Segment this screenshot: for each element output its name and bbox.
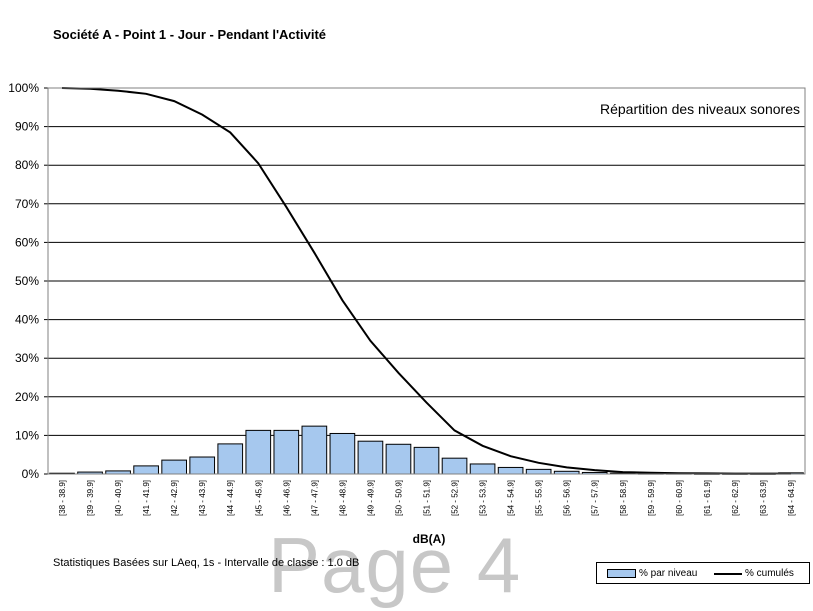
legend-item-bars: % par niveau	[607, 568, 697, 579]
x-tick-label: [47 - 47.9]	[310, 480, 319, 516]
chart-title: Société A - Point 1 - Jour - Pendant l'A…	[53, 27, 326, 42]
y-tick-label: 30%	[15, 351, 39, 365]
x-tick-label: [58 - 58.9]	[619, 480, 628, 516]
x-tick-label: [51 - 51.9]	[423, 480, 432, 516]
y-tick-label: 0%	[22, 467, 40, 481]
bar	[525, 468, 552, 475]
bar	[301, 425, 328, 475]
x-tick-label: [45 - 45.9]	[254, 480, 263, 516]
grid-lines	[44, 87, 805, 475]
x-tick-label: [60 - 60.9]	[675, 480, 684, 516]
x-tick-label: [49 - 49.9]	[366, 480, 375, 516]
bar	[413, 446, 440, 475]
x-tick-label: [59 - 59.9]	[647, 480, 656, 516]
bar	[329, 432, 356, 475]
y-tick-label: 50%	[15, 274, 39, 288]
x-tick-label: [53 - 53.9]	[479, 480, 488, 516]
legend-label-line: % cumulés	[745, 568, 794, 579]
x-tick-label: [40 - 40.9]	[114, 480, 123, 516]
x-tick-label: [64 - 64.9]	[787, 480, 796, 516]
x-tick-label: [63 - 63.9]	[759, 480, 768, 516]
cumulative-line	[61, 87, 791, 475]
x-tick-label: [43 - 43.9]	[198, 480, 207, 516]
cumulative-series-line	[61, 87, 791, 475]
x-tick-label: [48 - 48.9]	[338, 480, 347, 516]
bar	[441, 457, 468, 475]
bar	[273, 429, 300, 475]
y-tick-label: 20%	[15, 390, 39, 404]
x-tick-labels: [38 - 38.9] [39 - 39.9] [40 - 40.9] [41 - 4…	[58, 480, 796, 516]
bar	[357, 440, 384, 475]
x-tick-label: [57 - 57.9]	[591, 480, 600, 516]
x-axis-label: dB(A)	[413, 532, 446, 546]
y-tick-labels: 0% 10% 20% 30% 40% 50% 60% 70% 80% 90% 100%	[8, 81, 39, 481]
y-tick-label: 60%	[15, 235, 39, 249]
x-tick-label: [62 - 62.9]	[731, 480, 740, 516]
y-tick-label: 70%	[15, 197, 39, 211]
legend: % par niveau % cumulés	[596, 562, 810, 584]
bar	[161, 459, 188, 475]
x-tick-label: [56 - 56.9]	[563, 480, 572, 516]
x-tick-label: [44 - 44.9]	[226, 480, 235, 516]
y-tick-label: 100%	[8, 81, 39, 95]
bar	[385, 443, 412, 475]
x-tick-label: [61 - 61.9]	[703, 480, 712, 516]
y-tick-label: 90%	[15, 120, 39, 134]
x-tick-label: [46 - 46.9]	[282, 480, 291, 516]
x-tick-label: [52 - 52.9]	[451, 480, 460, 516]
plot-border	[47, 87, 806, 475]
x-tick-label: [54 - 54.9]	[507, 480, 516, 516]
x-tick-label: [50 - 50.9]	[395, 480, 404, 516]
bar	[189, 456, 216, 475]
legend-label-bars: % par niveau	[639, 568, 698, 579]
footnote: Statistiques Basées sur LAeq, 1s - Inter…	[53, 557, 360, 569]
bar	[497, 466, 524, 475]
bar	[245, 429, 272, 475]
inset-label: Répartition des niveaux sonores	[600, 101, 800, 117]
legend-item-line: % cumulés	[714, 568, 794, 579]
bar	[469, 463, 496, 475]
legend-swatch-line	[714, 572, 742, 575]
bar	[217, 443, 244, 475]
chart: 0% 10% 20% 30% 40% 50% 60% 70% 80% 90% 100% [38 - …	[8, 81, 806, 546]
x-tick-label: [55 - 55.9]	[535, 480, 544, 516]
y-tick-label: 80%	[15, 158, 39, 172]
bar	[133, 465, 159, 475]
x-tick-label: [42 - 42.9]	[170, 480, 179, 516]
x-tick-label: [39 - 39.9]	[86, 480, 95, 516]
bars	[49, 425, 804, 475]
x-tick-label: [38 - 38.9]	[58, 480, 67, 516]
y-tick-label: 40%	[15, 313, 39, 327]
legend-swatch-bars	[607, 569, 636, 578]
y-tick-label: 10%	[15, 428, 39, 442]
x-tick-label: [41 - 41.9]	[142, 480, 151, 516]
